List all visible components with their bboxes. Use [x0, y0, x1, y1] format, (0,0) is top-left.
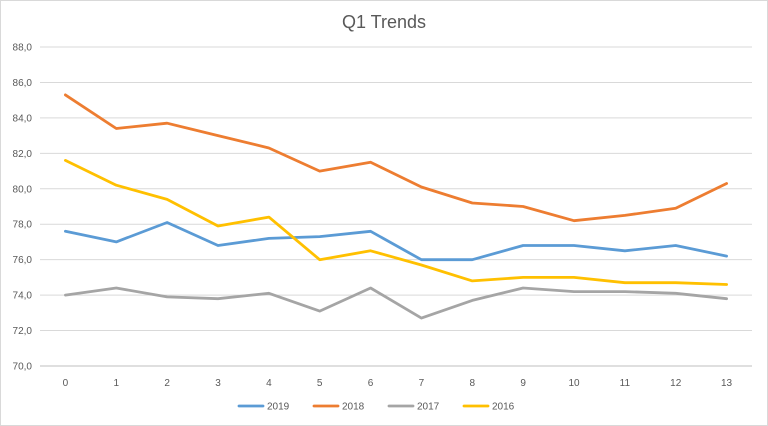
x-tick-label: 1 [114, 378, 120, 389]
x-tick-label: 3 [215, 378, 221, 389]
x-tick-label: 4 [266, 378, 272, 389]
x-tick-label: 11 [620, 378, 631, 389]
y-tick-label: 72,0 [13, 326, 33, 337]
y-tick-label: 78,0 [13, 220, 33, 231]
series-line-2017 [64, 286, 728, 320]
y-tick-label: 70,0 [13, 362, 33, 373]
y-tick-label: 84,0 [13, 113, 33, 124]
legend-label-2019: 2019 [267, 402, 290, 413]
y-tick-label: 74,0 [13, 291, 33, 302]
y-tick-label: 80,0 [13, 184, 33, 195]
x-tick-label: 7 [419, 378, 425, 389]
x-tick-label: 0 [63, 378, 69, 389]
x-tick-label: 6 [368, 378, 374, 389]
legend-label-2018: 2018 [342, 402, 365, 413]
x-tick-label: 12 [670, 378, 682, 389]
chart-title: Q1 Trends [341, 12, 427, 32]
series-line-2019 [64, 221, 728, 262]
y-tick-label: 82,0 [13, 149, 33, 160]
y-tick-label: 86,0 [13, 78, 33, 89]
x-tick-label: 10 [568, 378, 580, 389]
x-tick-label: 2 [164, 378, 170, 389]
series-line-2016 [64, 158, 728, 286]
x-tick-label: 9 [520, 378, 526, 389]
x-tick-label: 5 [317, 378, 323, 389]
legend-label-2016: 2016 [492, 402, 515, 413]
legend-label-2017: 2017 [417, 402, 440, 413]
x-tick-label: 8 [470, 378, 476, 389]
y-tick-label: 88,0 [13, 43, 33, 54]
x-tick-label: 13 [721, 378, 733, 389]
y-tick-label: 76,0 [13, 255, 33, 266]
series-line-2018 [64, 93, 728, 223]
